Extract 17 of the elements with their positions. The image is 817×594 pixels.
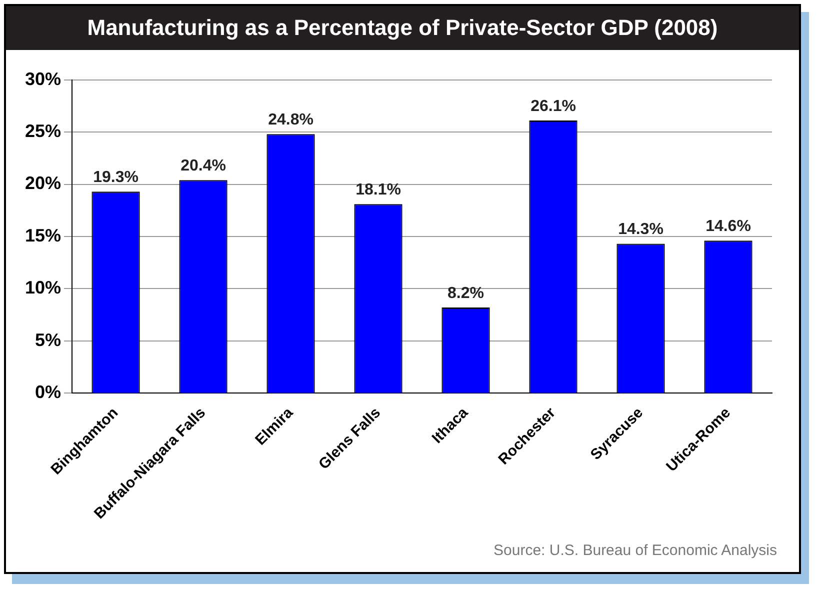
y-tick-label: 15%	[24, 225, 62, 246]
data-label: 20.4%	[180, 157, 226, 174]
data-label: 24.8%	[268, 112, 314, 129]
y-tick-label: 25%	[24, 121, 62, 141]
y-tick-label: 5%	[35, 330, 62, 350]
y-tick-label: 30%	[24, 68, 62, 89]
data-label: 18.1%	[356, 182, 401, 199]
source-note: Source: U.S. Bureau of Economic Analysis	[494, 542, 777, 559]
data-label: 26.1%	[530, 98, 576, 115]
data-label: 19.3%	[93, 168, 138, 186]
y-tick-label: 20%	[24, 173, 62, 194]
data-label: 14.3%	[618, 221, 664, 238]
data-label: 14.6%	[706, 218, 751, 236]
data-label: 8.2%	[448, 284, 484, 302]
y-tick-label: 10%	[24, 278, 62, 298]
y-tick-label: 0%	[35, 382, 62, 402]
chart-title: Manufacturing as a Percentage of Private-Sector GDP (2008)	[6, 6, 799, 50]
